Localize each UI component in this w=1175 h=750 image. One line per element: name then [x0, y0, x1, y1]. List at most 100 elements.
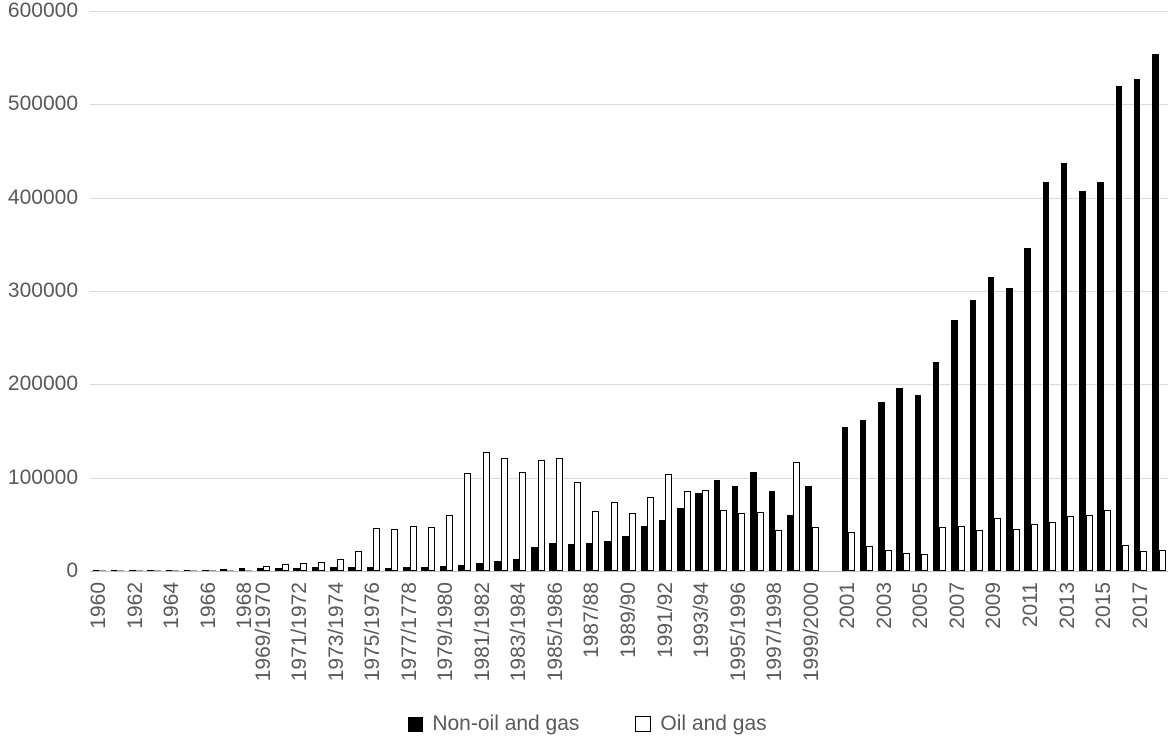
bar-non-oil-and-gas	[165, 570, 173, 571]
bar-oil-and-gas	[299, 563, 307, 571]
bar-oil-and-gas	[537, 459, 545, 571]
y-gridline	[90, 197, 1168, 199]
bar-oil-and-gas	[1030, 524, 1038, 571]
bar-non-oil-and-gas	[604, 541, 611, 571]
bar-non-oil-and-gas	[1024, 248, 1031, 571]
bar-oil-and-gas	[1085, 515, 1093, 571]
x-tick-label: 1993/94	[690, 582, 714, 658]
bar-non-oil-and-gas	[805, 486, 812, 571]
x-tick-label: 1977/1778	[397, 582, 421, 682]
bar-non-oil-and-gas	[987, 277, 995, 571]
x-tick-label: 1969/1970	[251, 582, 275, 682]
bar-non-oil-and-gas	[786, 515, 794, 571]
bar-oil-and-gas	[628, 513, 636, 571]
y-gridline	[90, 384, 1168, 386]
x-tick-label: 2009	[982, 582, 1006, 629]
bar-oil-and-gas	[1122, 544, 1130, 571]
bar-oil-and-gas	[464, 473, 472, 571]
bar-non-oil-and-gas	[421, 567, 428, 571]
bar-oil-and-gas	[902, 553, 910, 571]
bar-oil-and-gas	[574, 482, 582, 571]
bar-oil-and-gas	[720, 510, 728, 571]
bar-oil-and-gas	[318, 562, 326, 571]
bar-non-oil-and-gas	[348, 566, 355, 571]
y-gridline	[90, 477, 1168, 479]
bar-non-oil-and-gas	[110, 570, 118, 571]
bar-non-oil-and-gas	[859, 419, 867, 571]
chart-legend: Non-oil and gas Oil and gas	[0, 712, 1175, 736]
bar-oil-and-gas	[738, 513, 746, 571]
bar-non-oil-and-gas	[1097, 181, 1104, 571]
bar-non-oil-and-gas	[932, 361, 940, 571]
bar-oil-and-gas	[1158, 549, 1166, 571]
legend-swatch-open-square-icon	[635, 716, 652, 732]
bar-oil-and-gas	[848, 531, 856, 571]
bar-oil-and-gas	[683, 490, 691, 571]
bar-oil-and-gas	[190, 570, 198, 571]
bar-non-oil-and-gas	[750, 472, 757, 571]
bar-oil-and-gas	[99, 570, 106, 571]
x-tick-label: 1989/90	[617, 582, 640, 658]
bar-oil-and-gas	[354, 550, 362, 571]
bar-oil-and-gas	[135, 570, 143, 571]
bar-oil-and-gas	[647, 497, 655, 571]
y-tick-label: 200000	[7, 372, 78, 396]
bar-non-oil-and-gas	[914, 394, 922, 571]
bar-oil-and-gas	[519, 472, 527, 571]
bar-oil-and-gas	[939, 527, 947, 571]
bar-non-oil-and-gas	[439, 566, 447, 571]
y-tick-label: 500000	[7, 92, 78, 116]
bar-non-oil-and-gas	[549, 543, 556, 571]
bar-non-oil-and-gas	[183, 570, 191, 571]
bar-non-oil-and-gas	[768, 490, 776, 571]
bar-non-oil-and-gas	[677, 508, 684, 571]
x-tick-label: 2003	[872, 582, 896, 629]
bar-non-oil-and-gas	[695, 492, 702, 571]
bar-non-oil-and-gas	[366, 567, 374, 571]
bar-non-oil-and-gas	[457, 564, 465, 571]
bar-non-oil-and-gas	[476, 562, 483, 571]
bar-non-oil-and-gas	[1060, 163, 1068, 571]
bar-non-oil-and-gas	[147, 570, 154, 571]
x-tick-label: 1981/1982	[470, 582, 494, 682]
x-tick-label: 1966	[196, 582, 220, 629]
bar-oil-and-gas	[482, 452, 490, 571]
bar-non-oil-and-gas	[585, 543, 593, 571]
x-tick-label: 1995/1996	[726, 582, 750, 682]
x-tick-label: 1991/92	[653, 582, 677, 658]
bar-non-oil-and-gas	[311, 567, 319, 571]
bar-oil-and-gas	[921, 554, 929, 571]
bar-oil-and-gas	[245, 569, 253, 571]
x-tick-label: 2005	[909, 582, 933, 629]
x-tick-label: 1962	[123, 582, 147, 629]
bar-oil-and-gas	[172, 570, 180, 571]
bar-oil-and-gas	[263, 565, 271, 571]
bar-oil-and-gas	[500, 458, 508, 571]
bar-oil-and-gas	[336, 558, 344, 571]
bar-oil-and-gas	[1140, 551, 1148, 571]
x-tick-label: 2001	[836, 582, 860, 629]
x-tick-label: 1973/1974	[324, 582, 348, 682]
x-tick-label: 2007	[945, 582, 969, 629]
x-tick-label: 1971/1972	[288, 582, 312, 682]
bar-oil-and-gas	[957, 526, 965, 571]
bar-oil-and-gas	[117, 570, 125, 571]
bar-non-oil-and-gas	[512, 558, 520, 571]
bar-oil-and-gas	[1103, 510, 1111, 571]
y-gridline	[90, 11, 1168, 12]
bar-oil-and-gas	[701, 489, 709, 571]
bar-oil-and-gas	[1067, 515, 1075, 571]
bar-non-oil-and-gas	[1133, 79, 1141, 571]
x-tick-label: 2017	[1128, 582, 1152, 629]
x-tick-label: 2015	[1092, 582, 1116, 629]
bar-oil-and-gas	[793, 461, 801, 571]
bar-non-oil-and-gas	[878, 402, 885, 571]
bar-non-oil-and-gas	[238, 567, 246, 571]
x-tick-label: 1964	[160, 582, 184, 629]
bar-non-oil-and-gas	[531, 546, 538, 571]
bar-non-oil-and-gas	[1042, 181, 1050, 571]
bar-oil-and-gas	[610, 501, 618, 571]
bar-oil-and-gas	[373, 528, 381, 571]
bar-oil-and-gas	[208, 570, 216, 571]
